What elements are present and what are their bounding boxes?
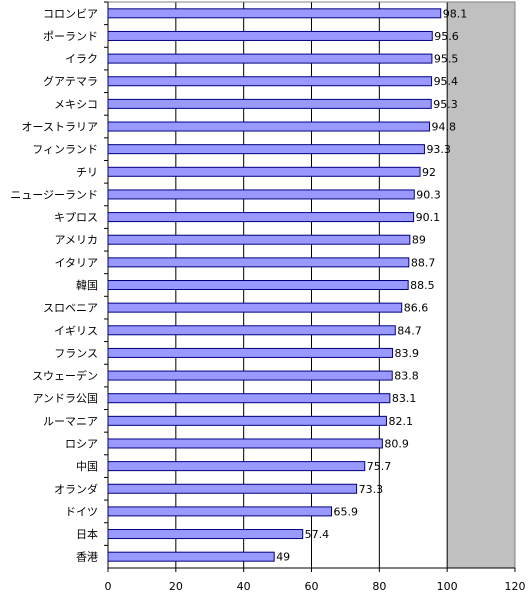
category-label: オーストラリア (22, 121, 98, 134)
data-label: 65.9 (334, 505, 359, 518)
bar (107, 506, 333, 517)
data-label: 73.3 (359, 483, 384, 496)
data-label: 83.1 (392, 392, 417, 405)
bar (107, 370, 393, 381)
data-label: 92 (422, 166, 436, 179)
data-label: 75.7 (367, 460, 392, 473)
data-label: 49 (276, 551, 290, 564)
category-label: フィンランド (32, 143, 98, 156)
bar (107, 144, 425, 155)
category-label: チリ (76, 166, 98, 179)
category-label: ルーマニア (43, 415, 98, 428)
bar (107, 438, 383, 449)
category-label: メキシコ (54, 98, 98, 111)
data-label: 83.9 (395, 347, 420, 360)
data-label: 88.5 (410, 279, 435, 292)
bar (107, 257, 410, 268)
bar (107, 189, 415, 200)
x-tick-label: 100 (437, 580, 458, 593)
data-label: 57.4 (305, 528, 330, 541)
data-label: 83.8 (394, 370, 419, 383)
bar (107, 325, 396, 336)
x-tick-label: 20 (169, 580, 183, 593)
data-label: 98.1 (443, 7, 468, 20)
bar (107, 483, 358, 494)
bar (107, 415, 387, 426)
data-label: 89 (412, 234, 426, 247)
bar (107, 53, 433, 64)
bar (107, 280, 409, 290)
category-label: イラク (65, 53, 98, 66)
data-label: 86.6 (404, 302, 429, 315)
category-label: イタリア (54, 256, 98, 269)
category-label: フランス (54, 347, 98, 360)
category-label: スウェーデン (32, 369, 98, 383)
category-label: イギリス (54, 324, 98, 337)
category-label: ロシア (65, 437, 98, 450)
bar (107, 166, 421, 177)
data-label: 95.3 (433, 98, 458, 111)
bar (107, 212, 415, 223)
category-label: アンドラ公国 (32, 392, 98, 405)
bar (107, 461, 366, 472)
data-label: 88.7 (411, 256, 436, 269)
category-label: 中国 (76, 460, 98, 473)
bar (107, 8, 442, 19)
bar (107, 121, 431, 132)
x-tick-label: 80 (372, 580, 386, 593)
bar (107, 529, 304, 540)
data-label: 95.4 (434, 75, 459, 88)
x-tick-label: 0 (105, 580, 112, 593)
data-label: 93.3 (426, 143, 451, 156)
x-tick-label: 120 (505, 580, 526, 593)
data-label: 94.8 (432, 121, 457, 134)
bar (107, 347, 394, 358)
bar (107, 234, 411, 245)
plot-area-gray (447, 2, 515, 568)
category-label: グアテマラ (43, 74, 98, 88)
bar (107, 551, 275, 562)
category-label: ニュージーランド (10, 188, 98, 201)
data-label: 90.3 (416, 188, 441, 201)
bar (107, 393, 391, 404)
category-label: スロベニア (43, 302, 98, 315)
bar (107, 30, 433, 41)
data-label: 82.1 (388, 415, 413, 428)
category-label: 韓国 (76, 279, 98, 292)
data-label: 80.9 (384, 437, 409, 450)
data-label: 84.7 (397, 324, 422, 337)
data-label: 90.1 (416, 211, 441, 224)
category-label: ドイツ (65, 505, 98, 518)
category-label: ポーランド (43, 30, 98, 43)
x-tick-label: 60 (305, 580, 319, 593)
bar (107, 302, 403, 313)
category-label: 日本 (76, 527, 98, 541)
x-tick-label: 40 (237, 580, 251, 593)
category-label: コロンビア (43, 7, 98, 20)
data-label: 95.6 (434, 30, 459, 43)
bar (107, 98, 432, 109)
data-label: 95.5 (434, 53, 459, 66)
category-label: 香港 (76, 551, 98, 564)
bar (107, 76, 433, 87)
category-label: オランダ (54, 482, 98, 496)
category-label: キプロス (54, 211, 98, 224)
category-label: アメリカ (55, 234, 98, 247)
